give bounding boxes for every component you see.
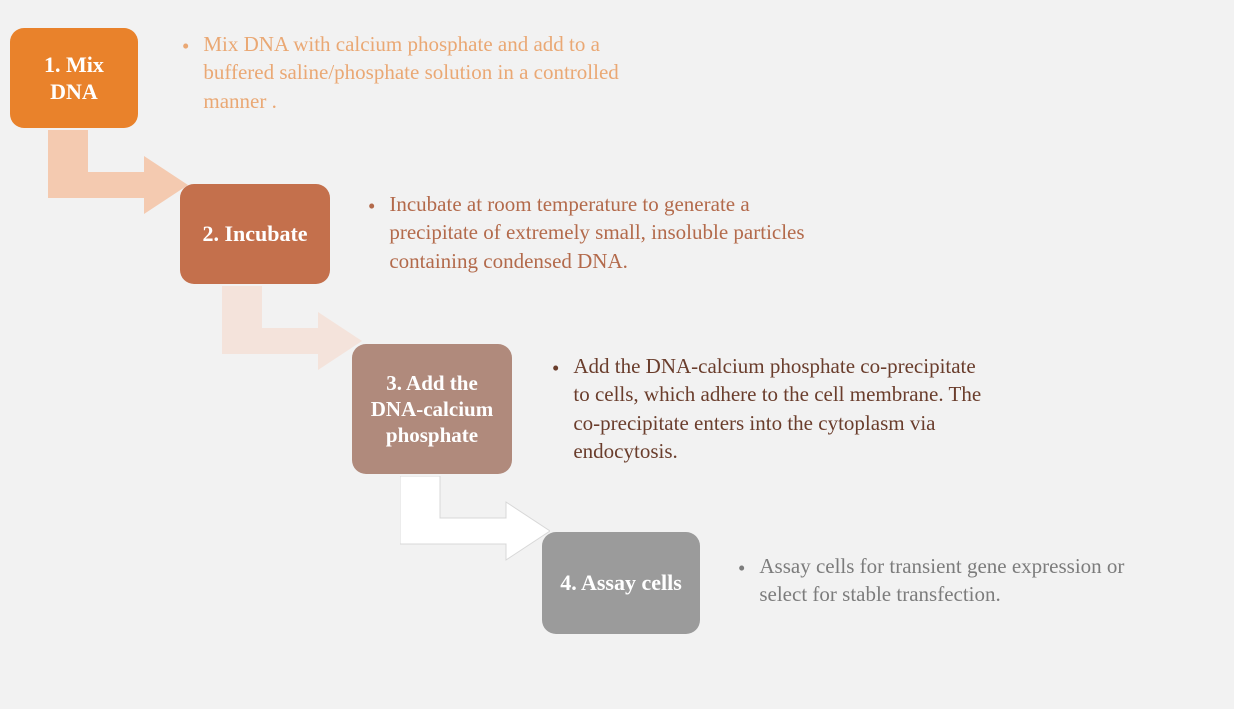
step-desc-3: • Add the DNA-calcium phosphate co-preci…	[552, 352, 992, 465]
step-title-2: 2. Incubate	[202, 220, 307, 248]
step-box-3: 3. Add the DNA-calcium phosphate	[352, 344, 512, 474]
bullet-icon: •	[552, 354, 559, 382]
step-desc-text-3: Add the DNA-calcium phosphate co-precipi…	[573, 352, 992, 465]
step-box-2: 2. Incubate	[180, 184, 330, 284]
step-desc-4: • Assay cells for transient gene express…	[738, 552, 1138, 609]
step-title-3: 3. Add the DNA-calcium phosphate	[366, 370, 498, 449]
step-desc-2: • Incubate at room temperature to genera…	[368, 190, 838, 275]
arrow-3	[400, 476, 550, 566]
bullet-icon: •	[182, 32, 189, 60]
step-title-1: 1. Mix DNA	[24, 51, 124, 106]
arrow-2	[222, 286, 362, 376]
step-box-4: 4. Assay cells	[542, 532, 700, 634]
step-desc-text-1: Mix DNA with calcium phosphate and add t…	[203, 30, 642, 115]
arrow-1	[48, 130, 188, 220]
step-desc-1: • Mix DNA with calcium phosphate and add…	[182, 30, 642, 115]
step-desc-text-4: Assay cells for transient gene expressio…	[759, 552, 1138, 609]
step-desc-text-2: Incubate at room temperature to generate…	[389, 190, 838, 275]
bullet-icon: •	[368, 192, 375, 220]
step-box-1: 1. Mix DNA	[10, 28, 138, 128]
bullet-icon: •	[738, 554, 745, 582]
step-title-4: 4. Assay cells	[560, 569, 682, 597]
